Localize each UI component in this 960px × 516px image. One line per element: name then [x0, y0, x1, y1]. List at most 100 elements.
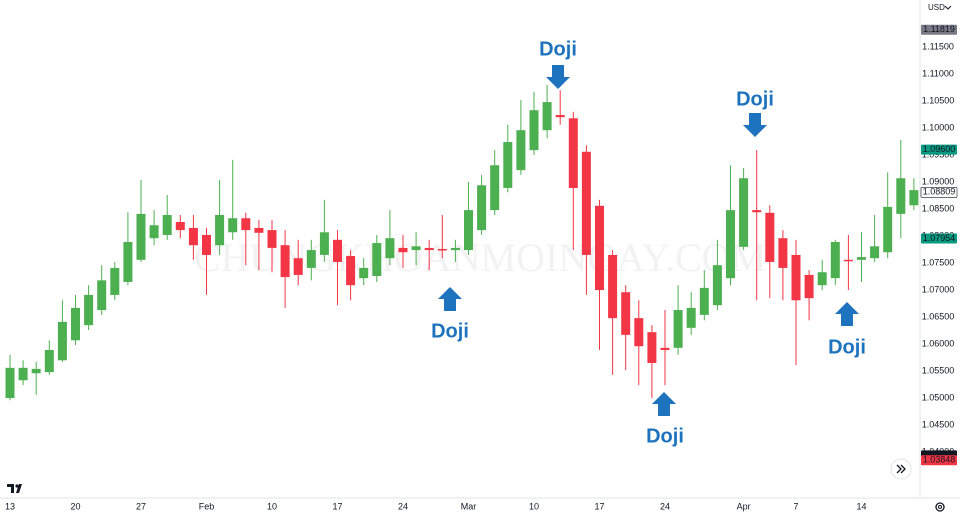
scroll-button[interactable] — [890, 458, 912, 480]
candle-body — [581, 151, 591, 255]
y-tick-label: 1.06000 — [922, 338, 955, 348]
candle-body — [673, 310, 683, 348]
x-tick-label: 24 — [398, 501, 408, 511]
settings-button[interactable] — [935, 502, 945, 512]
candle-body — [568, 118, 578, 188]
y-tick-label: 1.10000 — [922, 122, 955, 132]
candle-body — [175, 221, 185, 231]
candle-body — [817, 272, 827, 286]
candle-body — [843, 259, 853, 262]
candle-body — [359, 267, 369, 279]
x-tick-label: Mar — [461, 501, 477, 511]
x-tick-label: 20 — [70, 501, 80, 511]
x-tick-label: 13 — [5, 501, 15, 511]
plot — [5, 84, 919, 401]
y-tick-label: 1.05000 — [922, 392, 955, 402]
candle-body — [398, 247, 408, 253]
annotation: Doji — [539, 38, 577, 60]
currency-dropdown[interactable] — [944, 5, 952, 10]
candle-body — [503, 142, 513, 188]
candle-body — [765, 212, 775, 262]
candle-body — [319, 232, 329, 255]
candle-body — [896, 178, 906, 214]
candle-body — [215, 214, 225, 246]
x-tick-label: 14 — [856, 501, 866, 511]
candle-body — [791, 254, 801, 301]
candle-body — [110, 267, 120, 295]
candle-body — [516, 130, 526, 171]
candle-body — [477, 185, 487, 231]
candle-body — [647, 332, 657, 363]
watermark: CHUNGKHOANMOINGAY.COM — [194, 235, 766, 280]
candle-body — [437, 249, 447, 251]
candle-body — [464, 210, 473, 251]
y-tick-label: 1.06500 — [922, 311, 955, 321]
candle-body — [555, 115, 565, 118]
candle-body — [71, 307, 80, 341]
price-label-box — [921, 233, 957, 244]
annotation: Doji — [431, 320, 469, 342]
candle-body — [149, 225, 159, 239]
candle-body — [162, 214, 172, 235]
candle-body — [5, 367, 15, 399]
candle-body — [752, 210, 762, 213]
price-label: 1.09600 — [923, 144, 956, 154]
annotation: Doji — [736, 88, 774, 110]
annotation: Doji — [646, 425, 684, 447]
price-label: 1.03848 — [923, 455, 956, 465]
candle-body — [699, 287, 709, 315]
candle-body — [424, 247, 434, 251]
y-tick-label: 1.08500 — [922, 203, 955, 213]
candle-body — [634, 318, 644, 347]
candle-body — [712, 265, 722, 306]
y-tick-label: 1.07500 — [922, 257, 955, 267]
y-tick-label: 1.11000 — [922, 68, 954, 78]
candle-body — [346, 256, 356, 286]
price-label-box — [920, 187, 958, 198]
candle-body — [97, 280, 107, 311]
candle-body — [188, 227, 198, 246]
candle-body — [267, 230, 277, 248]
y-tick-label: 1.04500 — [922, 419, 955, 429]
annotation: Doji — [828, 336, 866, 358]
candle-body — [333, 239, 342, 262]
candle-body — [136, 213, 146, 260]
price-label: 1.07954 — [923, 233, 956, 243]
y-tick-label: 1.07000 — [922, 284, 955, 294]
candle-body — [857, 257, 866, 260]
candle-body — [241, 218, 251, 231]
candle-body — [529, 110, 539, 151]
x-tick-label: Apr — [737, 501, 751, 511]
candle-body — [542, 102, 552, 131]
x-tick-label: 17 — [594, 501, 604, 511]
candle-body — [293, 258, 303, 275]
annotation-arrow — [835, 302, 859, 326]
candle-body — [202, 234, 211, 255]
candle-body — [280, 245, 290, 278]
candle-body — [123, 241, 133, 282]
candle-body — [450, 247, 460, 251]
y-tick-label: 1.09000 — [922, 176, 955, 186]
currency-label: USD — [928, 3, 945, 12]
x-tick-label: 24 — [660, 501, 670, 511]
x-tick-label: 27 — [136, 501, 146, 511]
candle-body — [739, 178, 749, 247]
candle-body — [385, 238, 395, 259]
candle-body — [372, 243, 382, 277]
candle-body — [804, 274, 814, 299]
price-label: 1.08809 — [923, 187, 956, 197]
x-tick-label: 10 — [267, 501, 277, 511]
candle-body — [306, 250, 316, 268]
annotation-arrow — [743, 113, 767, 137]
x-tick-label: 7 — [793, 501, 798, 511]
candle-body — [621, 292, 631, 335]
candle-body — [909, 190, 919, 206]
annotation-arrow — [546, 65, 570, 89]
candle-body — [686, 307, 696, 328]
candle-body — [411, 246, 421, 251]
candle-body — [18, 367, 28, 381]
candle-body — [778, 238, 788, 268]
candle-body — [31, 368, 41, 374]
price-label-box — [921, 144, 957, 155]
